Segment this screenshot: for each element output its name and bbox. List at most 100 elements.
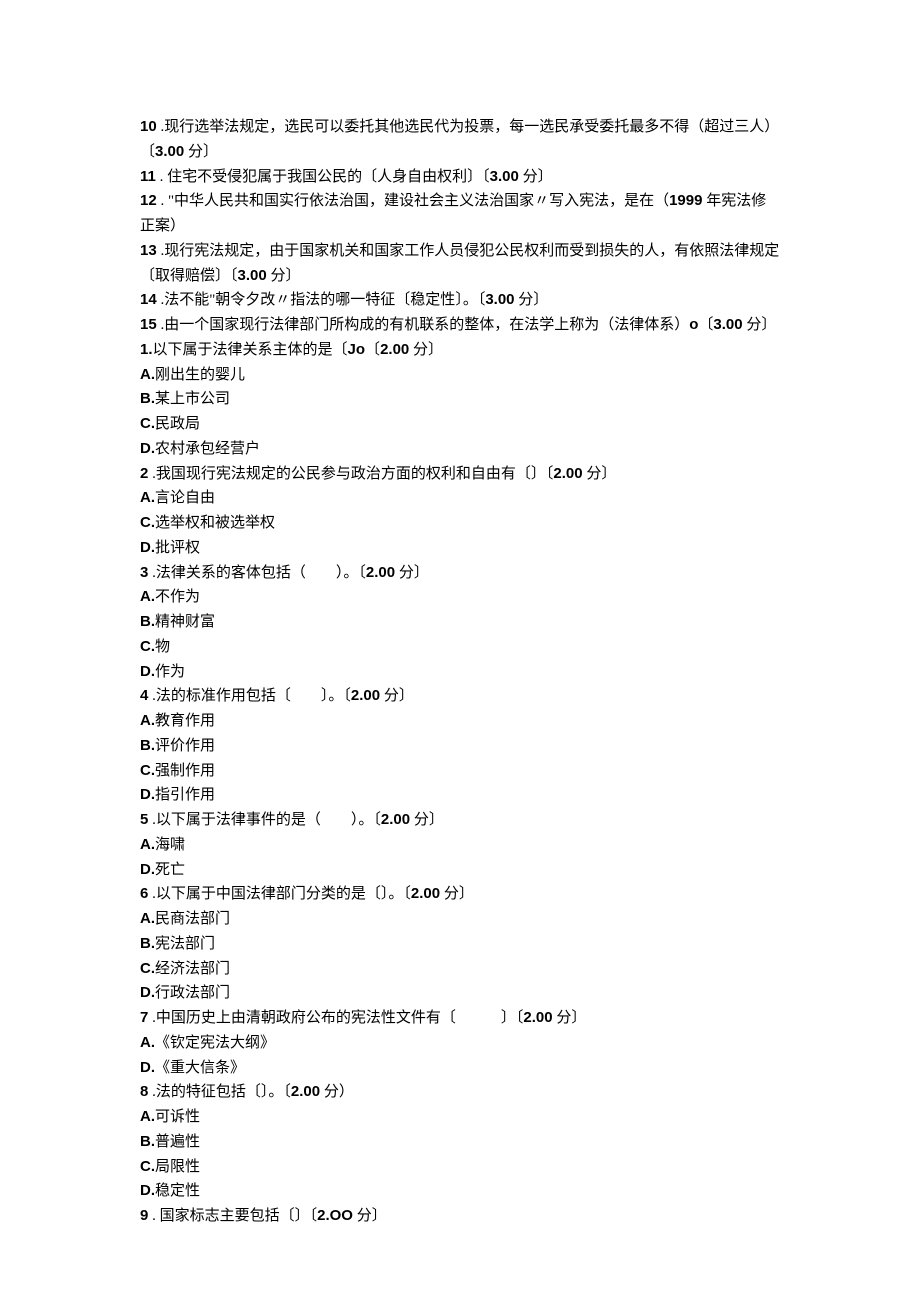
option-line: D.批评权 [140,536,780,561]
option-letter: A. [140,1034,155,1051]
points-value: 2.00 [366,564,395,581]
option-line: D.指引作用 [140,783,780,808]
mc-question: 2 .我国现行宪法规定的公民参与政治方面的权利和自由有〔〕〔2.00 分〕 [140,462,780,487]
points-suffix: 分〕 [353,1208,387,1224]
option-line: B.精神财富 [140,610,780,635]
option-text: 指引作用 [155,787,215,803]
option-line: A.刚出生的婴儿 [140,363,780,388]
option-text: 行政法部门 [155,985,230,1001]
bracket: 〔 [698,317,713,333]
points-value: 2.00 [523,1009,552,1026]
answer-year: 1999 [669,192,702,209]
question-stem: .中国历史上由清朝政府公布的宪法性文件有〔 〕〔 [148,1010,523,1026]
option-text: 海啸 [155,837,185,853]
question-number: 1. [140,341,153,358]
question-stem: .我国现行宪法规定的公民参与政治方面的权利和自由有〔〕〔 [148,466,553,482]
option-letter: A. [140,1108,155,1125]
option-letter: C. [140,415,155,432]
option-text: 农村承包经营户 [155,441,260,457]
separator: o [689,316,698,333]
option-letter: B. [140,1133,155,1150]
option-text: 不作为 [155,589,200,605]
question-number: 15 [140,316,157,333]
points-value: 3.00 [155,143,184,160]
option-line: D.作为 [140,660,780,685]
fill-question: 10 .现行选举法规定，选民可以委托其他选民代为投票，每一选民承受委托最多不得（… [140,115,780,165]
option-letter: A. [140,836,155,853]
inline-bold: Jo [348,341,366,358]
fill-question: 15 .由一个国家现行法律部门所构成的有机联系的整体，在法学上称为（法律体系）o… [140,313,780,338]
question-stem: .以下属于中国法律部门分类的是〔〕。〔 [148,886,411,902]
option-letter: D. [140,1182,155,1199]
mc-question: 8 .法的特征包括〔〕。〔2.00 分） [140,1080,780,1105]
question-text: . "中华人民共和国实行依法治国，建设社会主义法治国家〃写入宪法，是在（ [157,193,669,209]
option-letter: D. [140,1059,155,1076]
points-value: 2.00 [411,885,440,902]
points-suffix: 分〕 [184,144,218,160]
question-number: 11 [140,168,156,185]
points-suffix: 分） [320,1084,354,1100]
points-value: 2.00 [380,341,409,358]
option-line: C.强制作用 [140,759,780,784]
points-suffix: 分〕 [743,317,777,333]
question-stem: .法的标准作用包括〔 〕。〔 [148,688,351,704]
option-letter: D. [140,440,155,457]
option-letter: B. [140,935,155,952]
question-text: .现行宪法规定，由于国家机关和国家工作人员侵犯公民权利而受到损失的人，有依照法律… [140,243,779,284]
points-suffix: 分〕 [583,466,617,482]
points-suffix: 分〕 [267,268,301,284]
bracket: 〔 [365,342,380,358]
option-text: 教育作用 [155,713,215,729]
option-text: 强制作用 [155,763,215,779]
mc-question: 1.以下属于法律关系主体的是〔Jo〔2.00 分〕 [140,338,780,363]
option-line: A.《钦定宪法大纲》 [140,1031,780,1056]
option-line: B.普遍性 [140,1130,780,1155]
points-value: 2.00 [351,687,380,704]
question-stem: .法的特征包括〔〕。〔 [148,1084,291,1100]
option-line: D.死亡 [140,858,780,883]
option-text: 物 [155,639,170,655]
option-line: B.某上市公司 [140,387,780,412]
question-stem: .法律关系的客体包括（ ）。〔 [148,565,366,581]
question-stem: .以下属于法律事件的是（ ）。〔 [148,812,381,828]
option-text: 稳定性 [155,1183,200,1199]
points-value: 3.00 [713,316,742,333]
question-text: . 住宅不受侵犯属于我国公民的〔人身自由权利〕〔 [156,169,490,185]
points-suffix: 分〕 [440,886,474,902]
option-letter: C. [140,1158,155,1175]
option-letter: C. [140,514,155,531]
points-suffix: 分〕 [519,169,553,185]
option-letter: B. [140,737,155,754]
question-stem: . 国家标志主要包括〔〕〔 [148,1208,317,1224]
option-text: 经济法部门 [155,961,230,977]
option-letter: D. [140,984,155,1001]
option-text: 死亡 [155,862,185,878]
option-letter: C. [140,762,155,779]
option-letter: D. [140,861,155,878]
option-line: A.教育作用 [140,709,780,734]
points-value: 3.00 [485,291,514,308]
points-suffix: 分〕 [395,565,429,581]
mc-question: 4 .法的标准作用包括〔 〕。〔2.00 分〕 [140,684,780,709]
option-letter: A. [140,588,155,605]
question-text: .法不能"朝令夕改〃指法的哪一特征〔稳定性〕。〔 [157,292,486,308]
points-suffix: 分〕 [515,292,549,308]
option-letter: B. [140,390,155,407]
mc-question: 5 .以下属于法律事件的是（ ）。〔2.00 分〕 [140,808,780,833]
mc-question: 3 .法律关系的客体包括（ ）。〔2.00 分〕 [140,561,780,586]
option-line: B.宪法部门 [140,932,780,957]
option-text: 选举权和被选举权 [155,515,275,531]
question-number: 12 [140,192,157,209]
option-letter: A. [140,910,155,927]
points-suffix: 分〕 [410,812,444,828]
option-text: 《重大信条》 [155,1060,245,1076]
points-value: 3.00 [238,267,267,284]
option-text: 普遍性 [155,1134,200,1150]
option-letter: D. [140,663,155,680]
option-line: A.海啸 [140,833,780,858]
option-text: 民商法部门 [155,911,230,927]
option-letter: D. [140,539,155,556]
question-number: 13 [140,242,157,259]
option-text: 《钦定宪法大纲》 [155,1035,275,1051]
option-line: D.稳定性 [140,1179,780,1204]
